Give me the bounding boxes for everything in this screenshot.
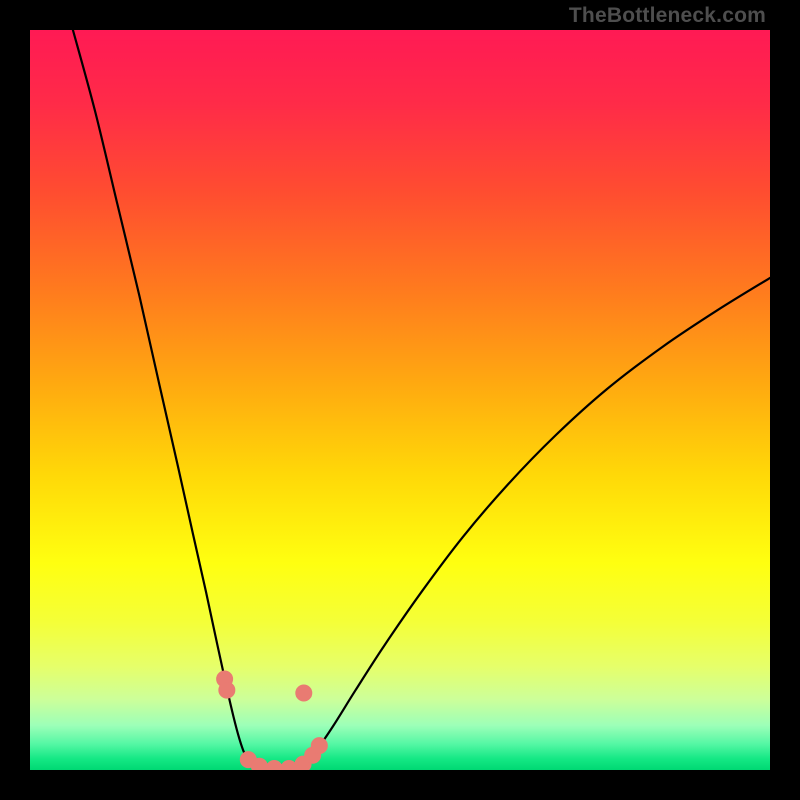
marker-dot xyxy=(311,738,327,754)
marker-dot xyxy=(266,761,282,770)
watermark-text: TheBottleneck.com xyxy=(569,4,766,28)
curve-markers xyxy=(217,671,328,770)
curve-left-branch xyxy=(73,30,258,769)
plot-area xyxy=(30,30,770,770)
marker-dot xyxy=(281,761,297,770)
marker-dot xyxy=(219,682,235,698)
bottleneck-curve-layer xyxy=(30,30,770,770)
marker-dot xyxy=(296,685,312,701)
marker-dot xyxy=(251,758,267,770)
chart-outer-frame: TheBottleneck.com xyxy=(0,0,800,800)
curve-right-branch xyxy=(296,278,770,769)
